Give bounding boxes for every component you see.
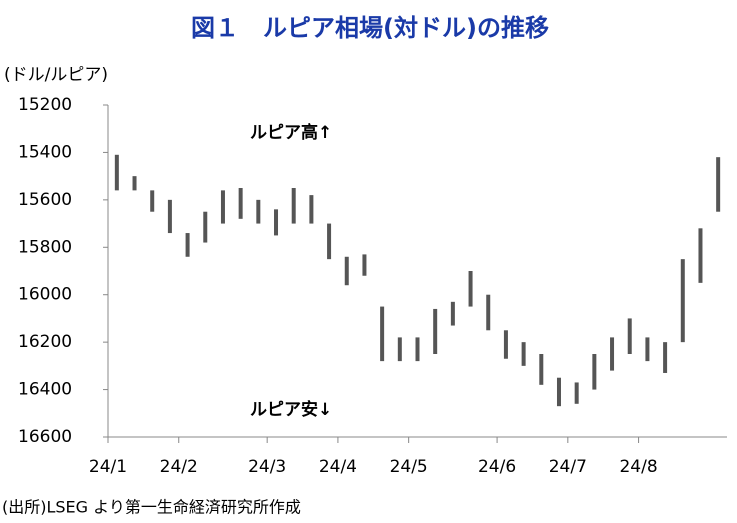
range-bar [592,354,597,390]
range-bar [698,228,703,283]
range-bar [433,308,438,354]
y-tick-label: 16600 [18,427,72,447]
range-bar [486,294,491,331]
x-tick-label: 24/3 [248,457,286,477]
range-bar [203,211,208,243]
range-bar [344,256,349,286]
chart-title: 図１ ルピア相場(対ドル)の推移 [191,14,549,42]
x-tick-label: 24/2 [160,457,198,477]
range-bar [220,190,225,224]
y-tick-label: 15200 [18,95,72,115]
range-bar [716,157,721,212]
x-tick-label: 24/5 [390,457,428,477]
range-bar [150,190,155,212]
x-tick-label: 24/6 [478,457,516,477]
range-bar [521,342,526,366]
y-tick-label: 15800 [18,237,72,257]
range-bar [256,199,261,224]
range-bar [114,154,119,191]
range-bar [291,188,296,224]
y-tick-label: 15600 [18,190,72,210]
range-bar [663,342,668,373]
y-tick-label: 16000 [18,285,72,305]
range-bar [468,271,473,307]
source-note: (出所)LSEG より第一生命経済研究所作成 [2,498,301,517]
range-bar [680,259,685,343]
annotation: ルピア高↑ [250,122,332,143]
x-tick-label: 24/7 [549,457,587,477]
range-bar [185,233,190,257]
range-bar [167,199,172,234]
range-bar [397,337,402,362]
range-bar [627,318,632,354]
range-bar [309,195,314,224]
x-tick-label: 24/4 [319,457,357,477]
y-axis-label: (ドル/ルピア) [4,65,108,85]
range-bar [574,382,579,404]
range-bar [238,188,243,219]
range-bar [503,330,508,359]
range-bar [327,223,332,260]
range-bar [610,337,615,371]
range-bar [380,306,385,362]
x-tick-label: 24/8 [619,457,657,477]
x-tick-label: 24/1 [89,457,127,477]
range-bar [132,176,137,191]
range-bar [450,301,455,326]
range-bar [539,354,544,385]
range-bar [362,254,367,276]
y-tick-label: 16200 [18,332,72,352]
y-tick-label: 15400 [18,142,72,162]
range-bar [556,377,561,407]
y-tick-label: 16400 [18,380,72,400]
range-bar [274,209,279,236]
annotation: ルピア安↓ [250,399,332,420]
range-bar [415,337,420,362]
range-bar [645,337,650,362]
